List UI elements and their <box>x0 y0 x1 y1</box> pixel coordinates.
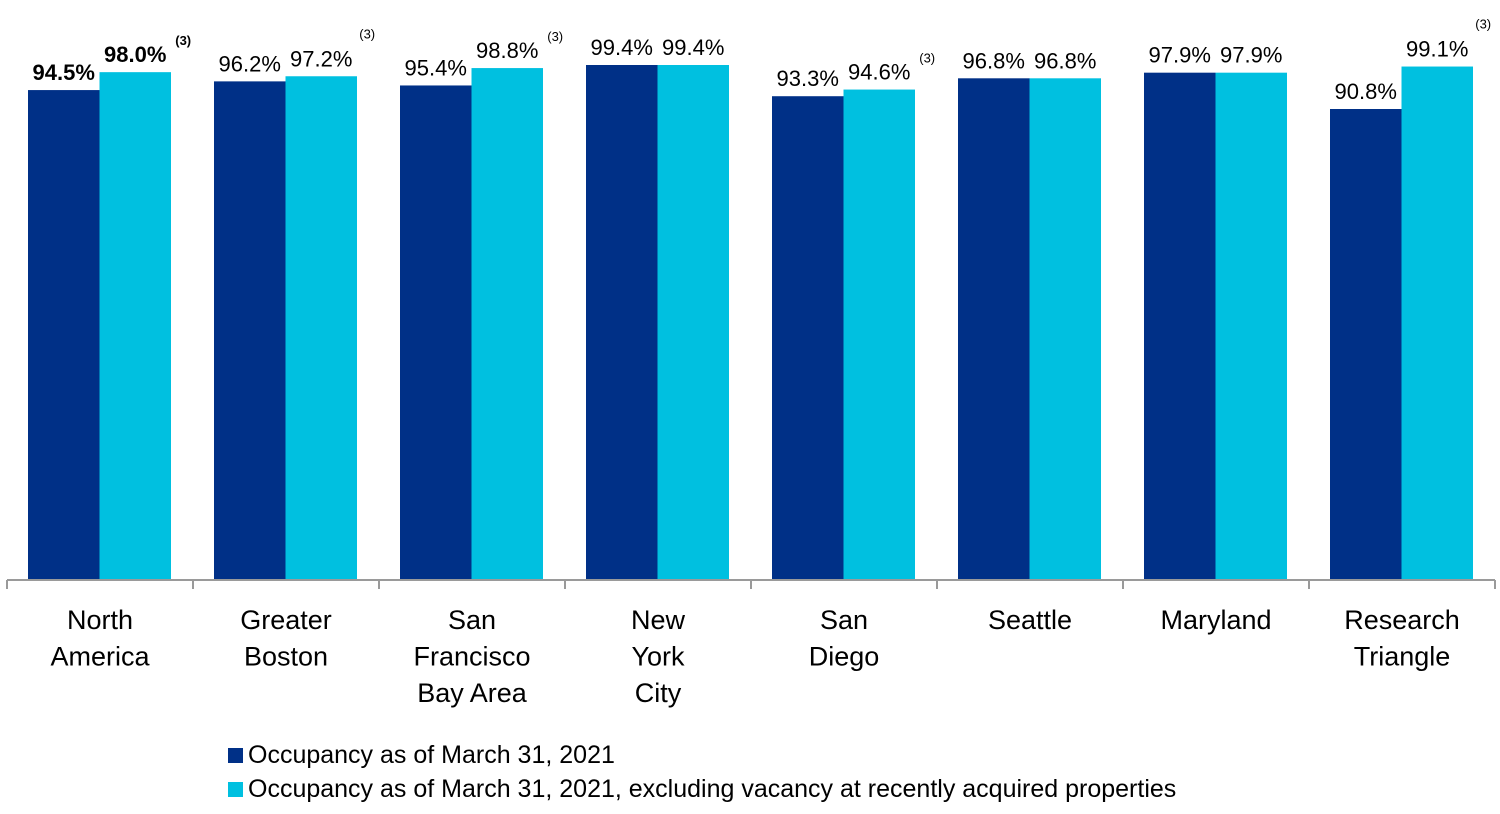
category-label: Triangle <box>1354 642 1451 672</box>
legend-item-occupancy-excluding: Occupancy as of March 31, 2021, excludin… <box>228 772 1176 806</box>
data-label: 94.6% <box>848 60 910 85</box>
category-label: York <box>631 642 685 672</box>
category-label: Francisco <box>413 642 530 672</box>
bar <box>471 68 543 581</box>
data-label: 96.8% <box>963 48 1025 73</box>
bar <box>843 89 915 580</box>
category-label: San <box>820 605 868 635</box>
legend-label-occupancy-excluding: Occupancy as of March 31, 2021, excludin… <box>248 775 1177 803</box>
category-label: City <box>635 678 682 708</box>
bar <box>958 78 1030 581</box>
data-label: 96.2% <box>219 51 281 76</box>
bar <box>1330 109 1402 580</box>
bar <box>400 85 472 580</box>
data-label: 99.4% <box>662 35 724 60</box>
bar <box>1144 72 1216 581</box>
data-label: 96.8% <box>1034 48 1096 73</box>
bar <box>657 65 729 580</box>
bar <box>285 76 357 581</box>
category-label: America <box>50 642 150 672</box>
bar <box>214 81 286 580</box>
data-label: 90.8% <box>1335 79 1397 104</box>
data-label: 94.5% <box>33 60 95 85</box>
category-label: Greater <box>240 605 332 635</box>
footnote-marker: (3) <box>919 51 935 66</box>
footnote-marker: (3) <box>175 33 191 48</box>
bar <box>1215 72 1287 581</box>
data-label: 98.0% <box>104 42 166 67</box>
occupancy-bar-chart: 94.5% 98.0% (3) North America 96.2% 97.2% (3) Gr… <box>6 17 1496 708</box>
legend-swatch-occupancy-excluding <box>228 781 243 797</box>
legend-swatch-occupancy <box>228 747 243 763</box>
data-label: 93.3% <box>777 66 839 91</box>
category-label: Research <box>1344 605 1460 635</box>
category-label: Diego <box>809 642 880 672</box>
data-label: 97.9% <box>1149 43 1211 68</box>
data-label: 98.8% <box>476 38 538 63</box>
data-label: 99.4% <box>591 35 653 60</box>
category-label: Boston <box>244 642 328 672</box>
data-label: 97.9% <box>1220 43 1282 68</box>
bar <box>1029 78 1101 581</box>
footnote-marker: (3) <box>1475 17 1491 32</box>
footnote-marker: (3) <box>359 26 375 41</box>
bar <box>772 96 844 581</box>
bar <box>586 65 658 580</box>
bar <box>99 72 171 581</box>
category-label: North <box>67 605 133 635</box>
legend-item-occupancy: Occupancy as of March 31, 2021 <box>228 738 1176 772</box>
category-label: Maryland <box>1160 605 1271 635</box>
bar <box>28 90 100 581</box>
data-label: 95.4% <box>405 55 467 80</box>
chart-legend: Occupancy as of March 31, 2021 Occupancy… <box>228 738 1176 806</box>
category-label: Seattle <box>988 605 1072 635</box>
footnote-marker: (3) <box>547 29 563 44</box>
bar <box>1401 66 1473 580</box>
category-label: Bay Area <box>417 678 528 708</box>
category-label: San <box>448 605 496 635</box>
data-label: 97.2% <box>290 46 352 71</box>
legend-label-occupancy: Occupancy as of March 31, 2021 <box>248 741 615 769</box>
data-label: 99.1% <box>1406 37 1468 62</box>
category-label: New <box>631 605 686 635</box>
